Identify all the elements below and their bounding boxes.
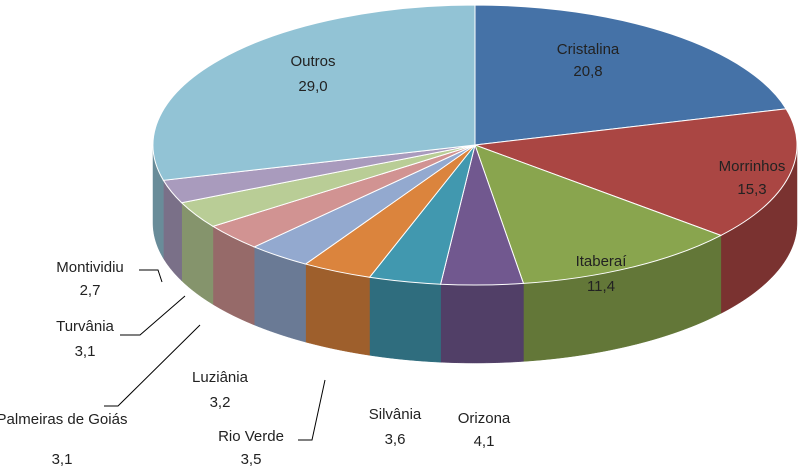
- leader-line: [298, 379, 326, 441]
- slice: [152, 4, 476, 181]
- slice-value: 11,4: [587, 278, 615, 295]
- slice-label: Outros: [290, 53, 335, 70]
- slice-label: Rio Verde: [218, 428, 284, 445]
- slice-label: Montividiu: [56, 259, 124, 276]
- slice-value: 4,1: [474, 433, 495, 450]
- slice-label: Morrinhos: [719, 158, 786, 175]
- slice-label: Itaberaí: [576, 253, 628, 270]
- leader-line: [139, 269, 163, 283]
- slice-label: Orizona: [458, 410, 511, 427]
- slice-value: 15,3: [737, 181, 766, 198]
- slice-value: 3,1: [52, 451, 73, 468]
- slice-value: 2,7: [80, 282, 101, 299]
- slice: [474, 108, 798, 236]
- leader-line: [120, 295, 186, 336]
- slice: [474, 144, 723, 284]
- slice-value: 3,5: [241, 451, 262, 468]
- slice-label: Cristalina: [557, 41, 620, 58]
- slice-label: Silvânia: [369, 406, 422, 423]
- leader-line: [104, 324, 201, 407]
- slice-label: Palmeiras de Goiás: [0, 411, 127, 428]
- slice-side: [369, 276, 441, 363]
- slice: [474, 4, 787, 146]
- slice-value: 3,1: [75, 343, 96, 360]
- slice-side: [305, 263, 370, 356]
- slice-value: 20,8: [573, 63, 602, 80]
- slice-label: Turvânia: [56, 318, 114, 335]
- slice-value: 29,0: [298, 78, 327, 95]
- slice-value: 3,2: [210, 394, 231, 411]
- slice-side: [440, 283, 524, 364]
- slice-value: 3,6: [385, 431, 406, 448]
- slice-label: Luziânia: [192, 369, 249, 386]
